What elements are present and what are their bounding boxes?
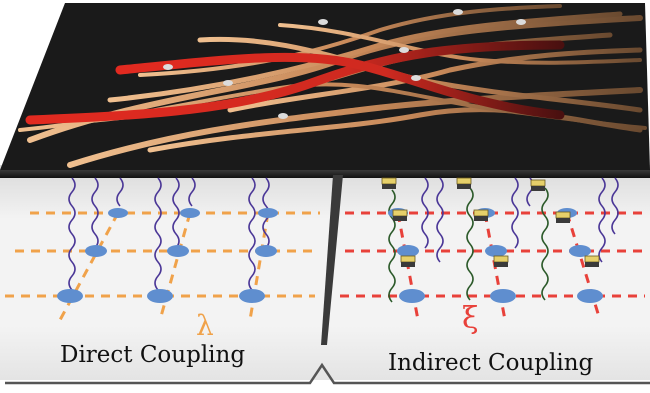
wave <box>188 177 196 207</box>
node <box>85 245 107 257</box>
strand-dot <box>411 75 421 81</box>
stacked-cube-icon <box>392 209 408 221</box>
node <box>147 289 173 303</box>
grid-line <box>248 212 270 321</box>
strand <box>107 11 623 103</box>
grid-line <box>158 212 192 321</box>
node <box>108 208 128 218</box>
strands <box>18 4 647 168</box>
wave <box>436 177 444 263</box>
grid-line <box>565 212 602 321</box>
stacked-cube-icon <box>456 177 472 189</box>
wave <box>248 177 256 291</box>
node <box>255 245 277 257</box>
strand-dot <box>399 47 409 53</box>
wave <box>511 177 519 249</box>
stacked-cube-icon <box>555 211 571 223</box>
highlight-strand <box>115 52 565 120</box>
highlight-strand <box>25 40 565 125</box>
slab-edge <box>0 170 650 178</box>
wave <box>466 187 474 301</box>
strand-dot <box>453 9 463 15</box>
direct-coupling-label: Direct Coupling <box>60 342 246 368</box>
wave <box>68 177 76 291</box>
xi-symbol: ξ <box>462 301 479 336</box>
lambda-symbol: λ <box>196 309 214 342</box>
wave <box>541 187 549 301</box>
wave <box>611 177 619 235</box>
wave <box>598 177 606 263</box>
strand-markers <box>163 9 526 119</box>
wave <box>172 177 180 249</box>
base-line <box>5 362 650 385</box>
strand <box>67 87 643 168</box>
strand-dot <box>318 19 328 25</box>
wave <box>154 177 162 291</box>
strand <box>227 47 643 113</box>
stacked-cube-icon <box>493 255 509 267</box>
wave <box>421 177 429 249</box>
node <box>397 245 419 257</box>
indirect-waves <box>421 177 619 263</box>
node <box>180 208 200 218</box>
mediator-waves <box>388 187 549 303</box>
wave <box>91 177 99 249</box>
mediator-cubes <box>381 177 600 267</box>
wave <box>116 177 124 207</box>
stacked-cube-icon <box>584 255 600 267</box>
strand-dot <box>516 19 526 25</box>
stacked-cube-icon <box>400 255 416 267</box>
direct-nodes <box>57 208 278 303</box>
strand-dot <box>223 80 233 86</box>
divider-wedge <box>321 175 343 345</box>
node <box>569 245 591 257</box>
node <box>485 245 507 257</box>
stacked-cube-icon <box>473 209 489 221</box>
node <box>399 289 425 303</box>
node <box>577 289 603 303</box>
node <box>239 289 265 303</box>
wave <box>388 189 396 303</box>
strand <box>138 4 562 77</box>
node <box>167 245 189 257</box>
strand-dot <box>278 113 288 119</box>
stacked-cube-icon <box>381 177 397 189</box>
stacked-cube-icon <box>530 179 546 191</box>
node <box>490 289 516 303</box>
node <box>57 289 83 303</box>
strand-dot <box>163 64 173 70</box>
indirect-coupling-label: Indirect Coupling <box>388 350 594 376</box>
node <box>258 208 278 218</box>
strand <box>278 23 642 65</box>
